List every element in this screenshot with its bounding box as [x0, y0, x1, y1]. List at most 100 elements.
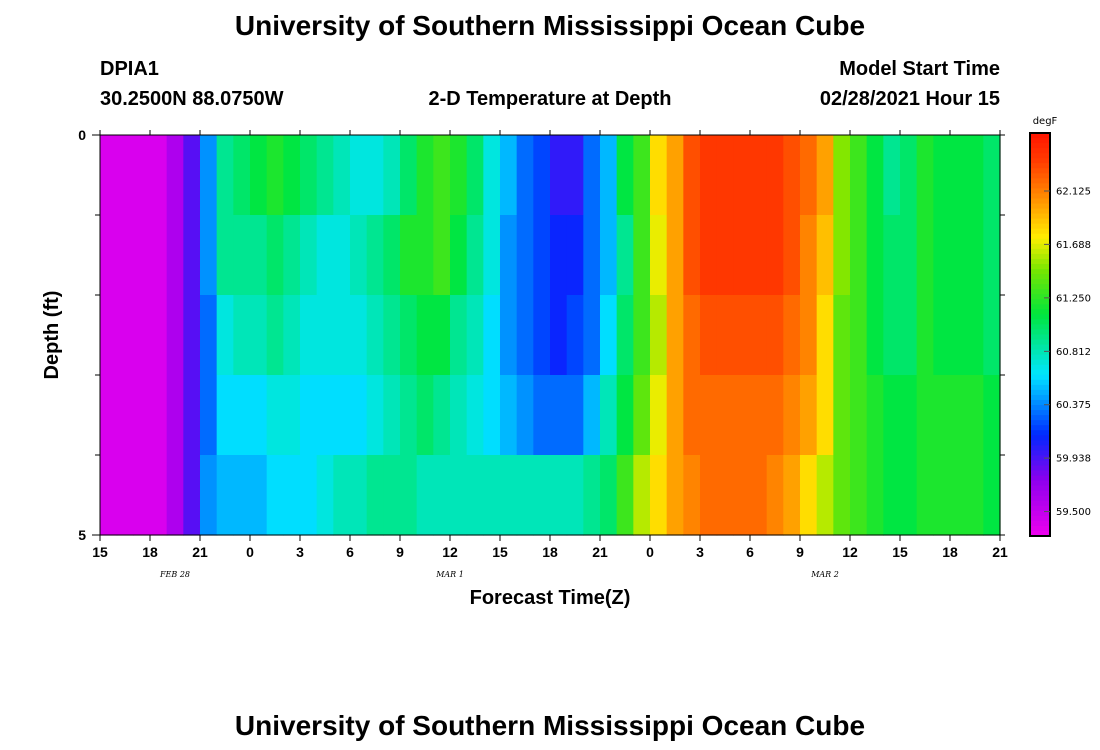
heatmap-cell [900, 375, 918, 456]
heatmap-cell [750, 295, 768, 376]
heatmap-cell [500, 455, 518, 536]
heatmap-cell [316, 455, 334, 536]
heatmap-cell [500, 375, 518, 456]
colorbar-segment [1030, 389, 1050, 396]
heatmap-cell [983, 295, 1001, 376]
x-tick-label: 0 [646, 544, 654, 560]
colorbar-segment [1030, 520, 1050, 527]
heatmap-cell [566, 295, 584, 376]
heatmap-cell [483, 375, 501, 456]
heatmap-cell [683, 215, 701, 296]
heatmap-cell [283, 135, 301, 216]
heatmap-cell [533, 295, 551, 376]
colorbar-segment [1030, 339, 1050, 346]
heatmap-cell [466, 375, 484, 456]
heatmap-cell [433, 295, 451, 376]
y-tick-label-top: 0 [78, 127, 86, 143]
heatmap-cell [966, 455, 984, 536]
heatmap-cell [333, 215, 351, 296]
heatmap-cell [783, 135, 801, 216]
heatmap-cell [800, 375, 818, 456]
heatmap-cell [800, 295, 818, 376]
heatmap-cell [383, 215, 401, 296]
heatmap-cell [850, 135, 868, 216]
colorbar-segment [1030, 158, 1050, 164]
colorbar-segment [1030, 193, 1050, 200]
x-tick-label: 9 [396, 544, 404, 560]
heatmap-cell [533, 455, 551, 536]
heatmap-cell [650, 135, 668, 216]
colorbar-segment [1030, 294, 1050, 300]
heatmap-cell [483, 135, 501, 216]
y-axis-label: Depth (ft) [41, 291, 63, 380]
heatmap-cell [516, 455, 534, 536]
heatmap-cell [483, 455, 501, 536]
heatmap-cell [850, 295, 868, 376]
heatmap-cell [683, 375, 701, 456]
heatmap-cell [100, 375, 118, 456]
colorbar-tick-label: 61.250 [1056, 293, 1091, 304]
heatmap-cell [733, 455, 751, 536]
heatmap-cell [866, 455, 884, 536]
heatmap-cell [683, 295, 701, 376]
heatmap-cell [716, 455, 734, 536]
y-axis [92, 134, 1005, 536]
heatmap-cell [883, 135, 901, 216]
x-tick-label: 6 [346, 544, 354, 560]
heatmap-cell [450, 375, 468, 456]
colorbar-segment [1030, 198, 1050, 205]
station-id: DPIA1 [100, 58, 159, 80]
heatmap-cell [966, 215, 984, 296]
colorbar-segment [1030, 420, 1050, 426]
colorbar-tick-label: 61.688 [1056, 240, 1091, 251]
heatmap-cell [766, 375, 784, 456]
heatmap-cell [783, 215, 801, 296]
heatmap-cell [616, 135, 634, 216]
colorbar-segment [1030, 133, 1050, 139]
heatmap-cell [966, 375, 984, 456]
chart-title: 2-D Temperature at Depth [428, 88, 671, 110]
heatmap-cell [866, 135, 884, 216]
colorbar-segment [1030, 309, 1050, 315]
heatmap-cell [583, 375, 601, 456]
heatmap-cell [916, 375, 934, 456]
colorbar-unit: degF [1033, 116, 1058, 127]
colorbar-segment [1030, 289, 1050, 295]
heatmap-cell [100, 295, 118, 376]
heatmap-cell [100, 215, 118, 296]
heatmap-cell [800, 135, 818, 216]
colorbar-segment [1030, 314, 1050, 320]
heatmap-cell [750, 375, 768, 456]
heatmap-cell [416, 295, 434, 376]
heatmap-cell [666, 455, 684, 536]
colorbar-segment [1030, 450, 1050, 456]
heatmap-cell [650, 215, 668, 296]
heatmap-cell [516, 295, 534, 376]
heatmap-cell [266, 215, 284, 296]
heatmap-cell [116, 215, 134, 296]
heatmap-cell [916, 455, 934, 536]
heatmap-cell [400, 455, 418, 536]
heatmap-cell [550, 135, 568, 216]
heatmap-cell [300, 455, 318, 536]
colorbar-segment [1030, 218, 1050, 225]
colorbar-segment [1030, 238, 1050, 245]
heatmap-cell [116, 375, 134, 456]
x-tick-label: 21 [592, 544, 608, 560]
heatmap-cell [150, 455, 168, 536]
colorbar-segment [1030, 274, 1050, 280]
heatmap-cell [833, 295, 851, 376]
heatmap-cell [333, 455, 351, 536]
colorbar-segment [1030, 415, 1050, 421]
colorbar-segment [1030, 359, 1050, 366]
heatmap-cell [950, 215, 968, 296]
heatmap-cell [483, 215, 501, 296]
heatmap-cell [200, 375, 218, 456]
heatmap-cell [666, 135, 684, 216]
heatmap-cell [933, 295, 951, 376]
heatmap-cell [700, 455, 718, 536]
heatmap-cell [316, 375, 334, 456]
heatmap-cell [833, 375, 851, 456]
heatmap-cell [583, 455, 601, 536]
heatmap-cell [116, 135, 134, 216]
